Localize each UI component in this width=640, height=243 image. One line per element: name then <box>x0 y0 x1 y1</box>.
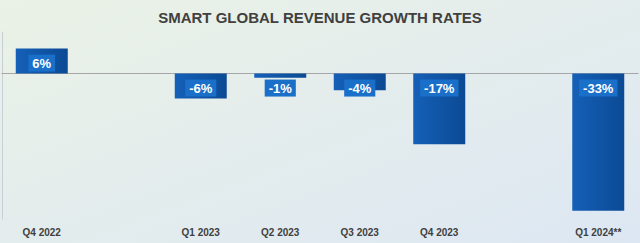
svg-text:Q4 2022: Q4 2022 <box>23 227 62 238</box>
svg-text:-17%: -17% <box>424 81 455 96</box>
svg-text:Q1 2023: Q1 2023 <box>182 227 221 238</box>
svg-text:SMART GLOBAL REVENUE GROWTH RA: SMART GLOBAL REVENUE GROWTH RATES <box>158 9 482 26</box>
svg-text:-1%: -1% <box>269 81 293 96</box>
svg-text:-6%: -6% <box>189 81 213 96</box>
svg-text:Q4 2023: Q4 2023 <box>420 227 459 238</box>
svg-text:-33%: -33% <box>583 81 614 96</box>
svg-text:-4%: -4% <box>348 81 372 96</box>
svg-text:Q2 2023: Q2 2023 <box>261 227 300 238</box>
svg-text:Q1 2024**: Q1 2024** <box>575 227 621 238</box>
svg-text:Q3 2023: Q3 2023 <box>341 227 380 238</box>
svg-text:6%: 6% <box>32 56 51 71</box>
